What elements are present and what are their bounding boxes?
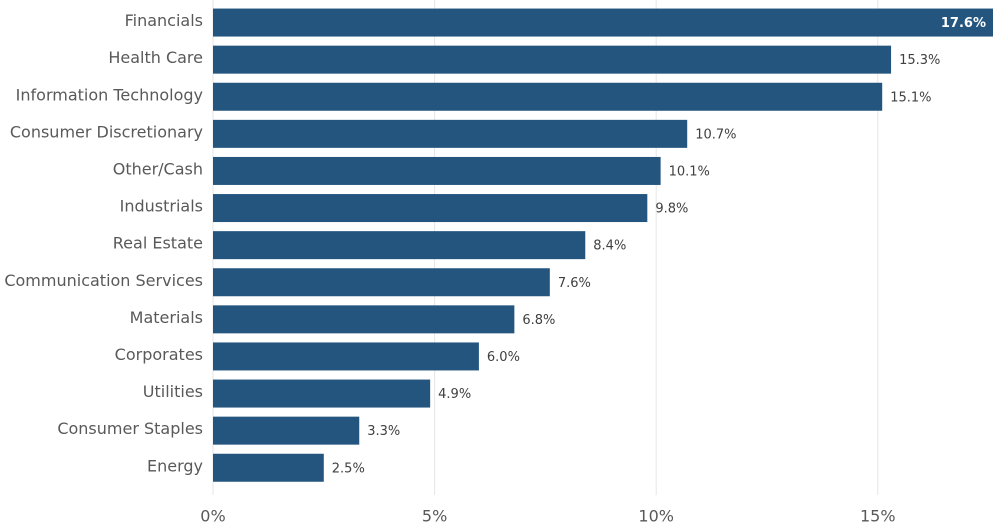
x-tick-label: 15%	[860, 507, 896, 526]
x-tick-label: 5%	[422, 507, 447, 526]
bar	[213, 156, 661, 185]
category-label: Information Technology	[16, 85, 203, 104]
bar	[213, 416, 360, 445]
category-label: Consumer Discretionary	[10, 122, 203, 141]
category-label: Financials	[125, 11, 203, 30]
bar-value-label: 10.1%	[669, 164, 710, 179]
bar-value-label: 2.5%	[332, 461, 365, 476]
bar	[213, 82, 883, 111]
x-axis: 0% 5% 10% 15%	[200, 507, 895, 526]
bar-value-label: 7.6%	[558, 276, 591, 291]
bar	[213, 45, 892, 74]
bar-value-label: 15.1%	[890, 90, 931, 105]
bar-value-label: 3.3%	[367, 424, 400, 439]
category-label: Communication Services	[4, 271, 203, 290]
bar-value-label: 8.4%	[593, 239, 626, 254]
bar	[213, 268, 550, 297]
bar-value-label: 6.8%	[522, 313, 555, 328]
label-layer: Financials 17.6% Health Care 15.3% Informati…	[4, 11, 986, 476]
bar	[213, 342, 479, 371]
bar-value-label: 6.0%	[487, 350, 520, 365]
x-tick-label: 0%	[200, 507, 225, 526]
bar	[213, 231, 586, 260]
category-label: Energy	[147, 456, 203, 475]
bar	[213, 453, 324, 482]
category-label: Corporates	[115, 345, 203, 364]
category-label: Materials	[130, 308, 203, 327]
bar-value-label: 4.9%	[438, 387, 471, 402]
x-tick-label: 10%	[638, 507, 674, 526]
bar-value-label: 17.6%	[941, 16, 986, 31]
category-label: Consumer Staples	[57, 419, 203, 438]
bar-value-label: 15.3%	[899, 53, 940, 68]
bar-value-label: 9.8%	[655, 202, 688, 217]
category-label: Utilities	[143, 382, 203, 401]
bar	[213, 379, 431, 408]
category-label: Real Estate	[113, 234, 203, 253]
bar	[213, 119, 688, 148]
category-label: Other/Cash	[113, 159, 203, 178]
category-label: Industrials	[120, 197, 203, 216]
bar-value-label: 10.7%	[695, 127, 736, 142]
bar	[213, 305, 515, 334]
bar	[213, 194, 648, 223]
category-label: Health Care	[108, 48, 203, 67]
bar	[213, 8, 993, 37]
bar-layer	[213, 8, 993, 482]
